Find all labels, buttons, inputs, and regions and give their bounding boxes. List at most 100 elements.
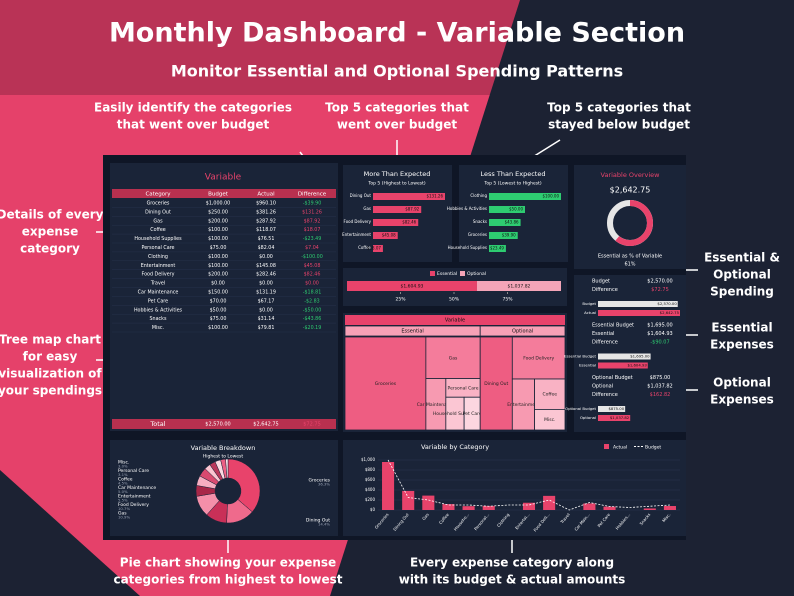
tick-label: 50%	[449, 297, 460, 303]
table-cell: $1,000.00	[206, 201, 230, 207]
treemap-label: Coffee	[543, 392, 558, 398]
table-cell: $282.46	[256, 272, 276, 278]
bar-label: Dining Out	[350, 193, 372, 198]
table-cell: $100.00	[208, 254, 228, 260]
table-cell: $82.04	[258, 245, 275, 251]
pie-percent: 5.0%	[118, 489, 128, 494]
pie-label: Gas	[118, 511, 127, 517]
y-tick-label: $400	[365, 487, 376, 492]
pie-percent: 10.9%	[118, 515, 130, 520]
bar-value: $39.90	[502, 233, 516, 238]
summary-bar-value: $1,037.82	[610, 415, 630, 420]
table-cell: $287.92	[256, 218, 276, 224]
treemap-label: Dining Out	[484, 381, 508, 387]
column-header: Category	[145, 192, 171, 198]
table-cell: $79.81	[258, 325, 275, 331]
treemap-cell	[534, 409, 566, 431]
pie-label: Personal Care	[118, 468, 149, 474]
summary-bar-label: Optional Budget	[565, 406, 596, 411]
treemap-cell	[344, 336, 427, 431]
table-cell: Coffee	[150, 227, 166, 233]
y-tick-label: $1,000	[361, 457, 375, 462]
table-cell: -$23.49	[303, 236, 322, 242]
summary-value: $1,695.00	[647, 323, 672, 329]
table-cell: $100.00	[208, 325, 228, 331]
table-cell: Groceries	[147, 201, 170, 207]
bar	[373, 232, 398, 239]
table-cell: -$43.86	[303, 316, 322, 322]
table-cell: Personal Care	[141, 245, 174, 251]
table-cell: -$100.00	[301, 254, 323, 260]
tick-label: 75%	[502, 297, 513, 303]
table-cell: $67.17	[258, 298, 275, 304]
split-bar	[347, 281, 477, 291]
bar	[489, 245, 506, 252]
treemap-label: Car Maintenance	[417, 402, 455, 408]
callout-text: Essential	[711, 321, 772, 335]
table-cell: $76.51	[258, 236, 275, 242]
panel-title: Variable Overview	[601, 171, 661, 179]
callout-text: your spendings	[0, 384, 102, 398]
bar	[522, 502, 536, 510]
table-cell: Clothing	[148, 254, 168, 260]
table-cell: Dining Out	[145, 209, 171, 215]
background-shape	[0, 470, 140, 596]
bar	[382, 461, 395, 510]
pie-percent: 36.3%	[318, 482, 330, 487]
summary-value: -$90.07	[650, 340, 669, 346]
panel	[110, 163, 338, 431]
table-cell: $82.46	[304, 272, 321, 278]
summary-label: Essential	[592, 331, 614, 337]
summary-bar	[598, 362, 648, 369]
callout-text: went over budget	[337, 118, 457, 132]
pie-percent: 5.5%	[118, 498, 128, 503]
table-cell: $18.07	[304, 227, 321, 233]
legend-label: Optional	[467, 271, 486, 277]
callout-text: category	[20, 242, 80, 256]
treemap-cell	[425, 336, 481, 379]
summary-label: Difference	[592, 340, 618, 346]
table-cell: $0.00	[305, 281, 319, 287]
overview-caption: Essential as % of Variable	[598, 254, 662, 260]
bar	[442, 504, 455, 510]
pie-slice	[227, 458, 261, 513]
callout-text: Expenses	[710, 338, 774, 352]
table-total: $72.75	[303, 422, 321, 428]
table-cell: Hobbies & Activities	[134, 307, 183, 313]
summary-label: Difference	[592, 392, 618, 398]
table-cell: $381.26	[256, 209, 276, 215]
callout-text: Top 5 categories that	[325, 101, 469, 115]
table-cell: $145.08	[256, 263, 276, 269]
y-tick-label: $600	[365, 477, 376, 482]
page-subtitle: Monitor Essential and Optional Spending …	[171, 62, 623, 81]
column-header: Difference	[298, 192, 327, 198]
table-cell: $200.00	[208, 218, 228, 224]
pie-percent: 10.7%	[118, 506, 130, 511]
table-cell: $75.00	[210, 245, 227, 251]
pie-label: Entertainment	[118, 494, 151, 500]
bar	[583, 503, 596, 510]
y-tick-label: $200	[365, 497, 376, 502]
overview-total: $2,642.75	[610, 186, 651, 195]
summary-value: $875.00	[650, 375, 671, 381]
table-cell: $250.00	[208, 209, 228, 215]
summary-bar-label: Essential Budget	[564, 354, 596, 359]
bar	[663, 506, 676, 510]
bar-label: Entertainment	[342, 232, 371, 237]
pie-percent: 3.0%	[118, 464, 128, 469]
summary-bar	[598, 310, 680, 316]
treemap-label: Gas	[449, 355, 458, 361]
table-cell: Gas	[153, 218, 163, 224]
callout-text: categories from highest to lowest	[113, 573, 342, 587]
table-cell: Food Delivery	[142, 272, 175, 278]
summary-value: $72.75	[651, 287, 669, 293]
callout-text: that went over budget	[117, 118, 270, 132]
table-cell: $131.19	[256, 290, 276, 296]
y-tick-label: $800	[365, 467, 376, 472]
bar-value: $23.49	[490, 246, 504, 251]
table-cell: Snacks	[150, 316, 167, 322]
table-cell: $75.00	[210, 316, 227, 322]
callout-text: Essential &	[704, 251, 780, 265]
